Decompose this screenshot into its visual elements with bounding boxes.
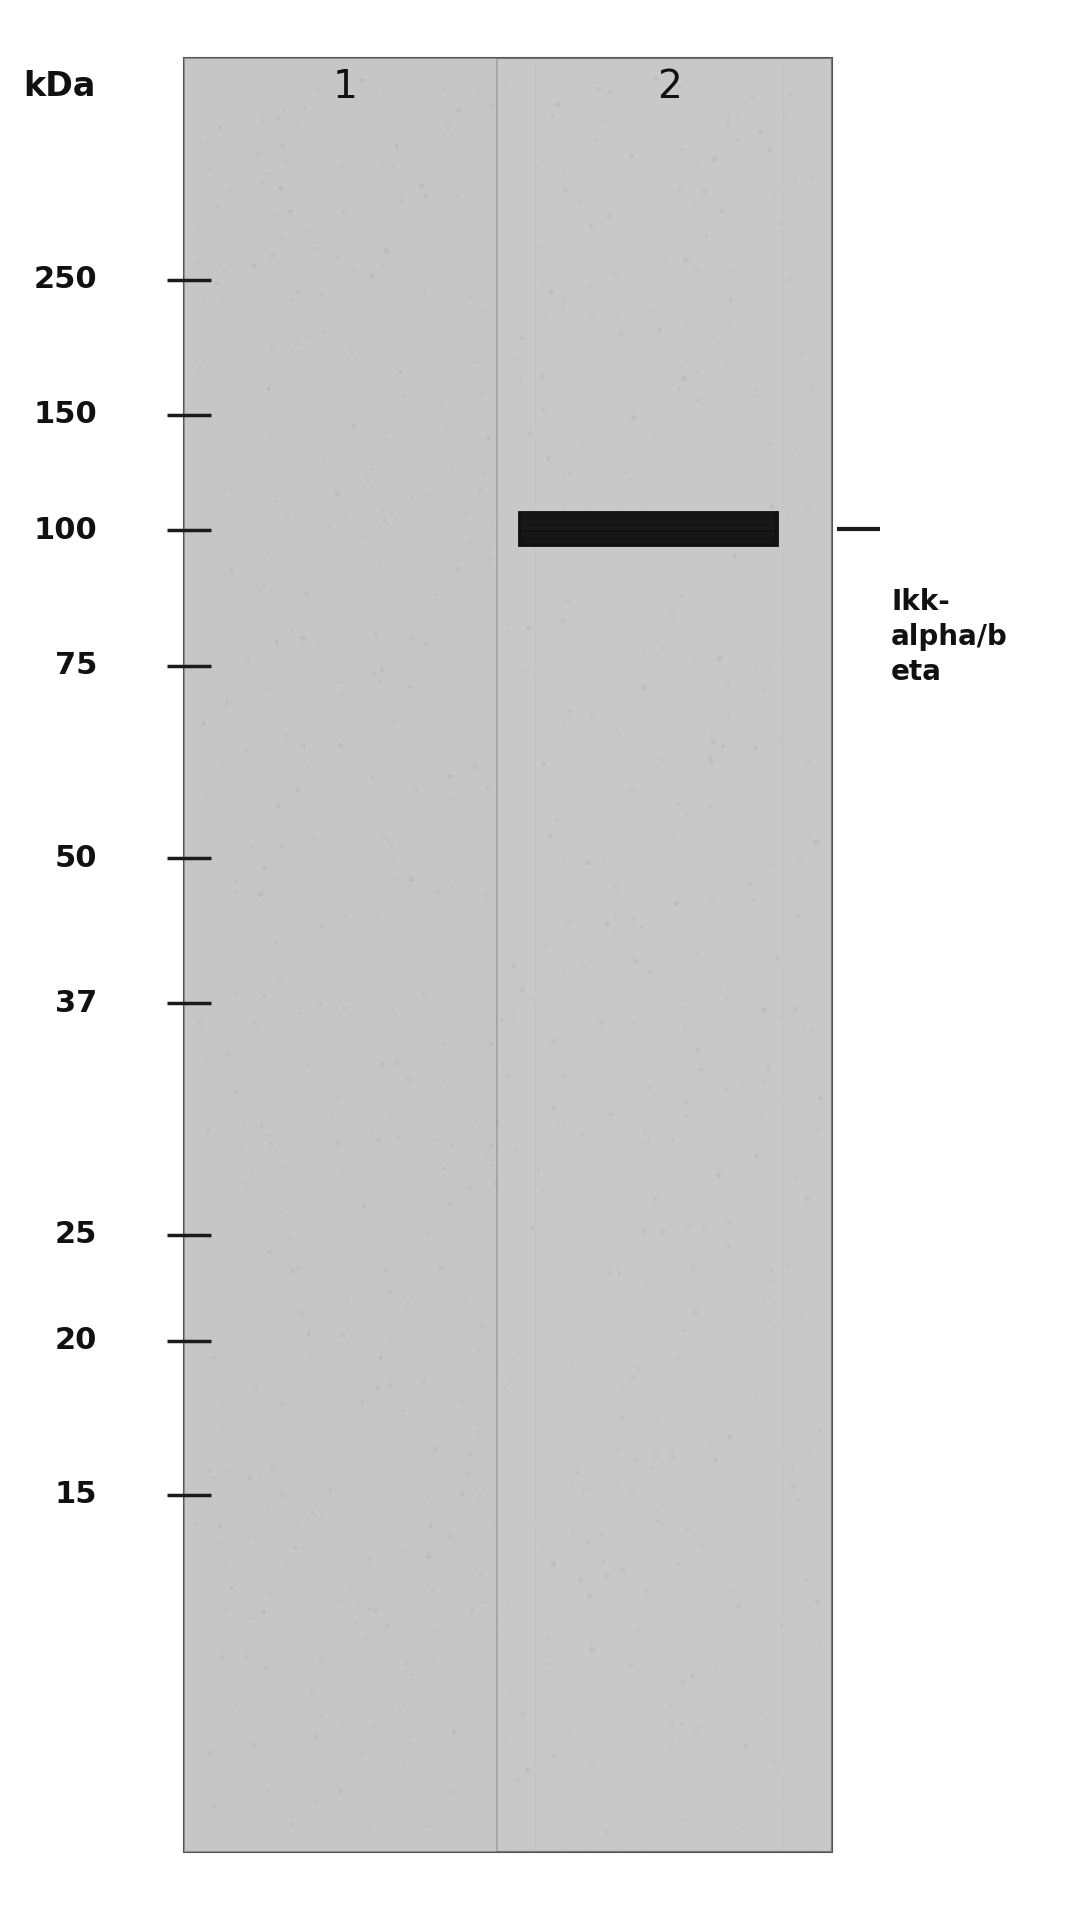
Text: Ikk-
alpha/b
eta: Ikk- alpha/b eta [891,588,1008,685]
Bar [521,538,775,544]
Bar [184,58,497,1852]
Bar [521,525,775,530]
Text: 250: 250 [33,264,97,295]
Text: 2: 2 [658,68,681,106]
Bar [184,58,832,1852]
Bar [521,532,775,538]
Bar [518,511,778,546]
Text: 75: 75 [55,650,97,681]
Text: kDa: kDa [23,69,96,104]
Text: 1: 1 [333,68,359,106]
Text: 150: 150 [33,399,97,430]
Text: 37: 37 [55,988,97,1019]
Text: 50: 50 [55,843,97,874]
Text: 15: 15 [55,1480,97,1510]
Bar [521,517,775,523]
Text: 20: 20 [55,1325,97,1356]
Bar [497,58,832,1852]
Bar [521,511,775,517]
Text: 25: 25 [55,1219,97,1250]
Text: 100: 100 [33,515,97,546]
